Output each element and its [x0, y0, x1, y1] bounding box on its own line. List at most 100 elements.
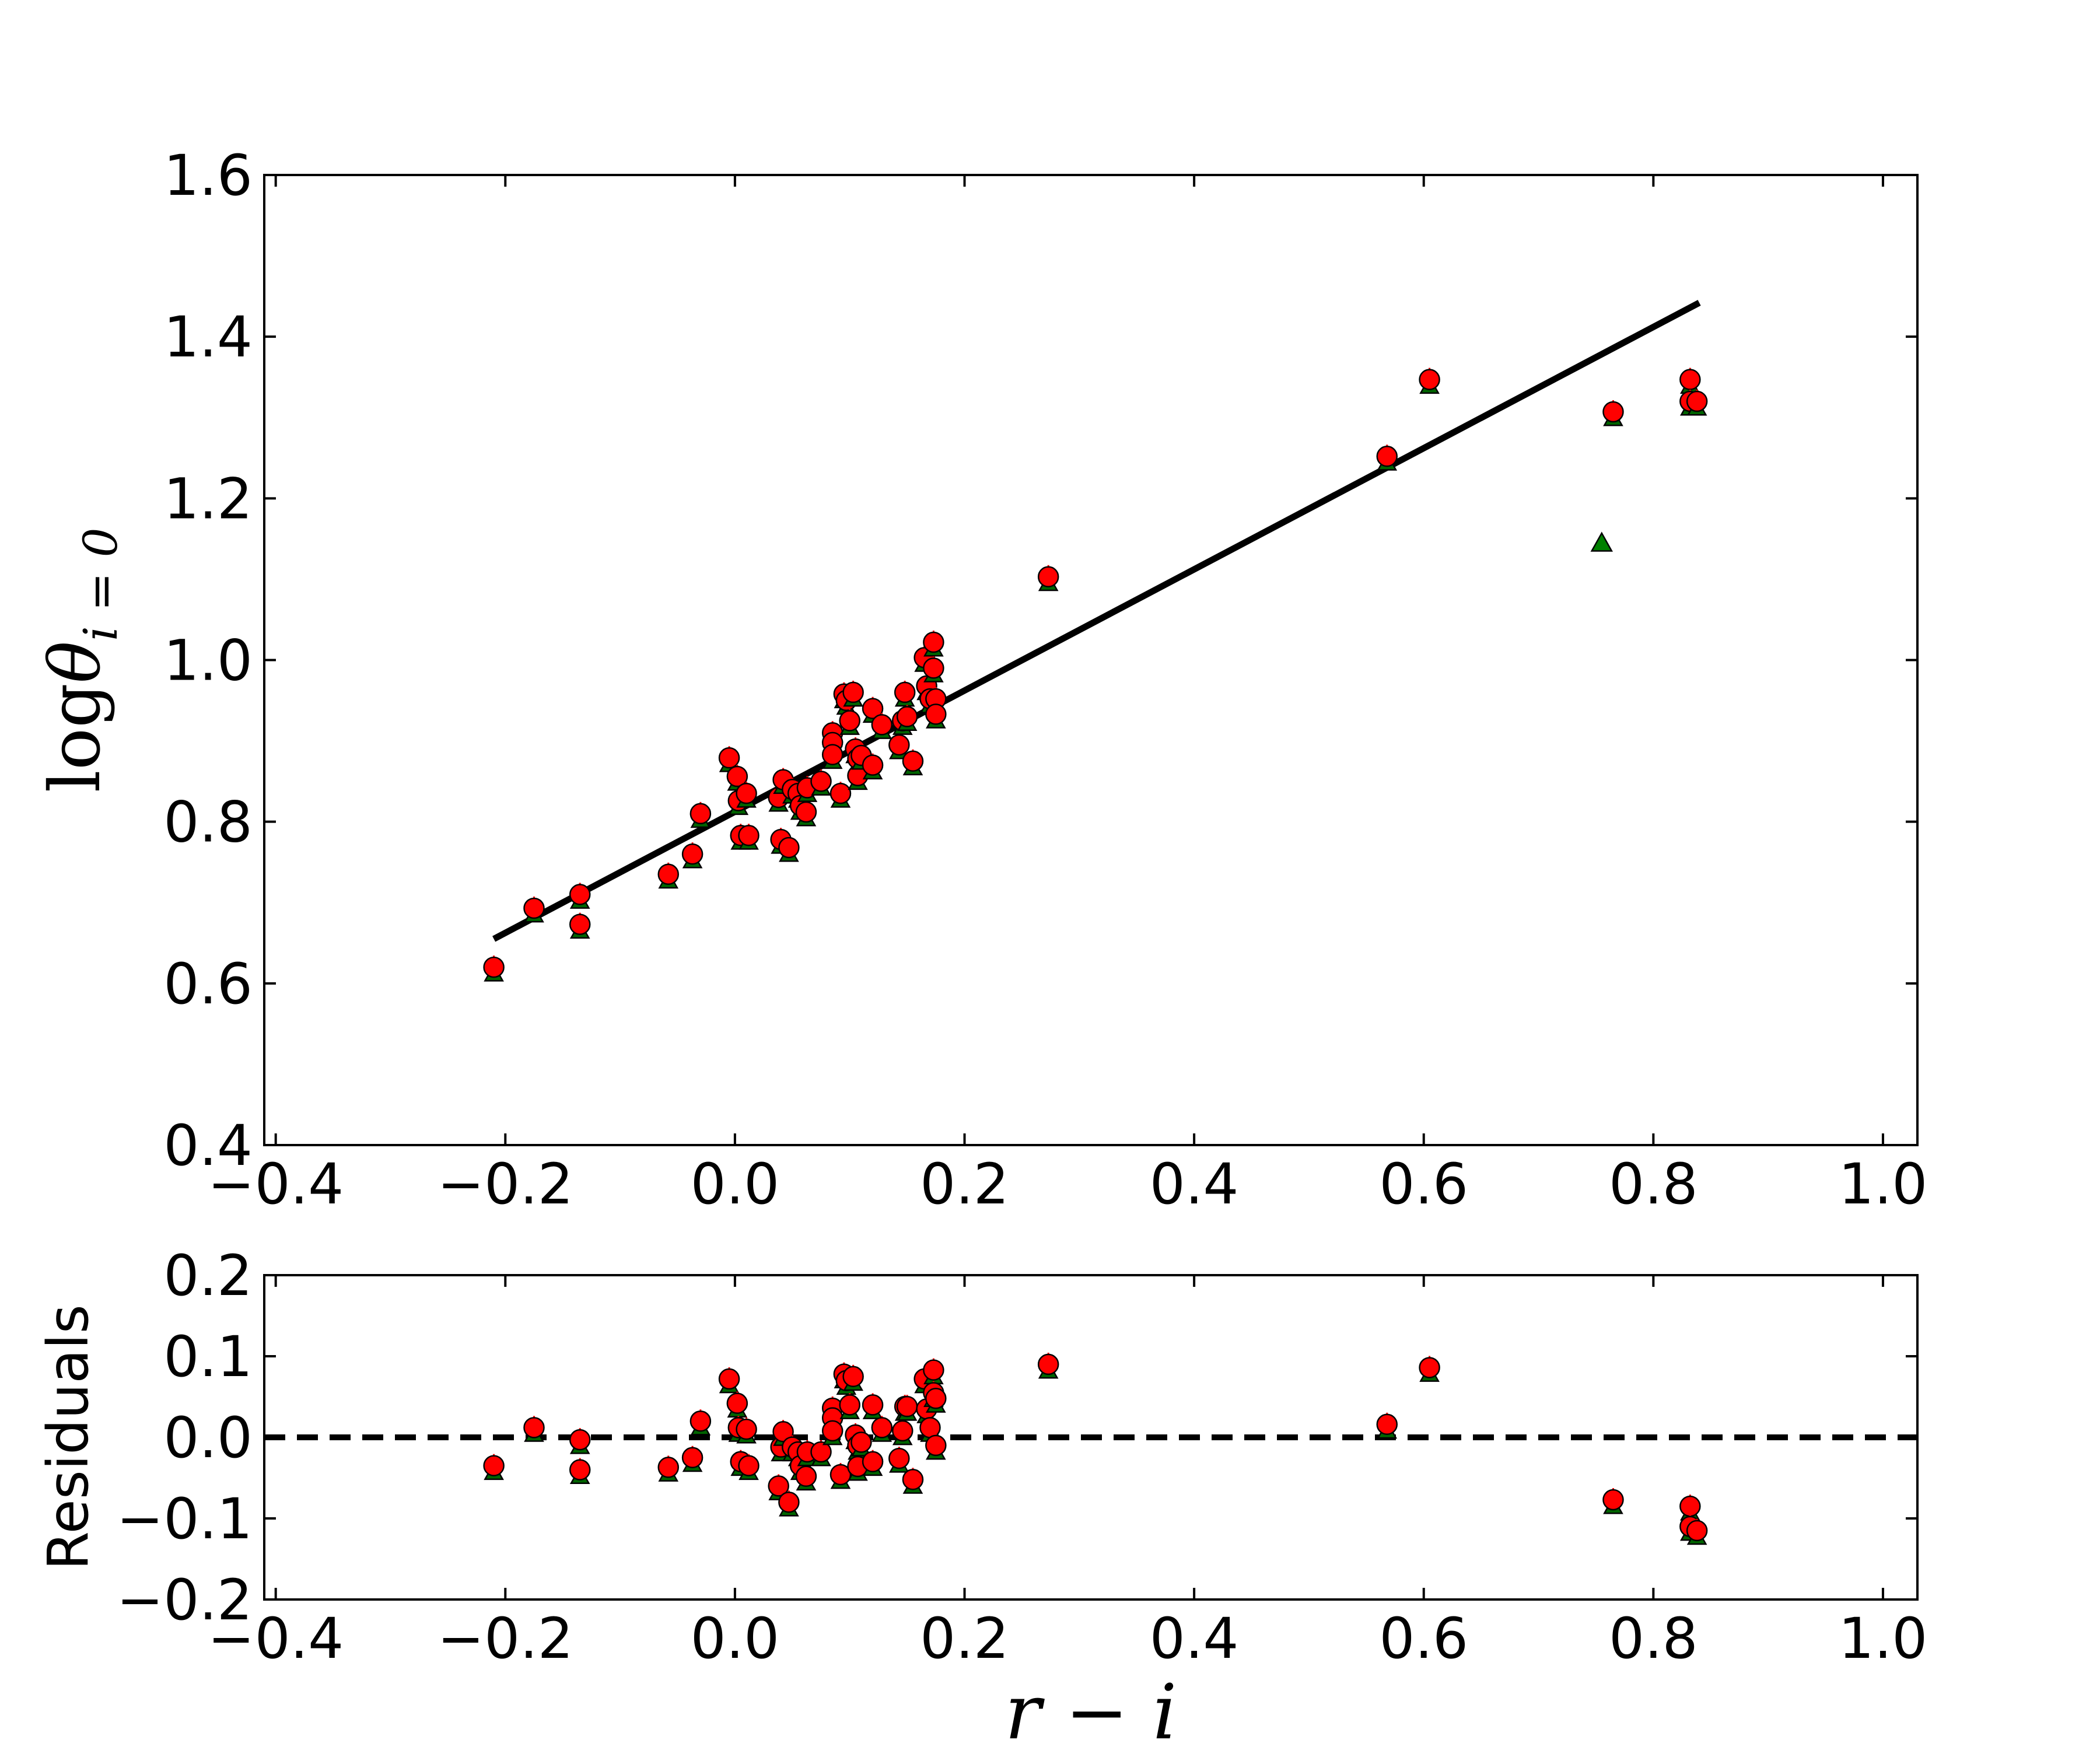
residuals-y-axis-label: Residuals: [36, 1304, 101, 1570]
main-point: [1679, 369, 1701, 390]
main-point: [839, 710, 860, 732]
residual-point: [923, 1359, 944, 1381]
residual-point: [871, 1417, 893, 1438]
residual-point: [830, 1464, 852, 1486]
main-point: [1686, 390, 1708, 412]
residual-point: [523, 1417, 545, 1438]
main-point: [738, 824, 760, 846]
main-y-tick-label: 0.4: [163, 1113, 253, 1178]
main-point: [830, 782, 852, 804]
main-point: [923, 657, 944, 679]
fit-line-layer: [492, 300, 1701, 942]
main-x-tick-label: 0.8: [1609, 1152, 1698, 1217]
residual-point: [569, 1459, 591, 1480]
residuals-x-tick-label: 0.0: [691, 1606, 780, 1671]
main-point: [871, 714, 893, 736]
residuals-y-tick-label: 0.2: [163, 1243, 253, 1308]
main-point: [657, 863, 680, 885]
residuals-y-axis: 0.2 0.1 0.0 −0.1 −0.2: [117, 1243, 1917, 1633]
residual-point: [925, 1434, 947, 1457]
residual-point: [778, 1491, 800, 1513]
residual-point: [483, 1455, 505, 1476]
main-point: [690, 803, 712, 825]
residuals-x-tick-label: −0.4: [208, 1606, 344, 1671]
main-x-tick-label: −0.2: [438, 1152, 573, 1217]
main-point: [821, 744, 844, 765]
main-point: [795, 801, 817, 823]
residual-point: [888, 1447, 910, 1469]
main-point: [483, 956, 505, 978]
residual-point: [839, 1394, 860, 1416]
residual-point: [810, 1441, 832, 1463]
residual-point: [772, 1421, 794, 1443]
main-point: [888, 734, 910, 756]
main-point: [1419, 369, 1440, 390]
main-point: [523, 897, 545, 919]
y-label-theta: θ: [35, 641, 116, 683]
residuals-y-tick-label: −0.2: [117, 1567, 253, 1633]
main-y-tick-label: 0.8: [163, 790, 253, 855]
residual-point: [795, 1465, 817, 1487]
residuals-y-tick-label: 0.0: [163, 1405, 253, 1471]
main-point: [902, 750, 924, 772]
residuals-y-tick-label: 0.1: [163, 1324, 253, 1390]
main-point: [862, 698, 884, 719]
residuals-y-tick-label: −0.1: [117, 1486, 253, 1552]
main-point: [1376, 446, 1398, 467]
y-label-log: log: [35, 683, 116, 792]
main-plot-panel: −0.4 −0.2 0.0 0.2 0.4 0.6 0.8 1.0 0.4 0.6 0.8 1.0 1…: [35, 143, 1927, 1217]
main-point: [726, 765, 748, 788]
main-point: [569, 884, 591, 905]
residual-point: [1686, 1520, 1708, 1542]
residual-point: [1602, 1489, 1624, 1511]
main-x-tick-label: 0.6: [1379, 1152, 1468, 1217]
residual-point: [736, 1418, 757, 1440]
residual-point: [1419, 1357, 1440, 1378]
residual-point: [1376, 1413, 1398, 1436]
x-axis-label: r − i: [1005, 1668, 1177, 1750]
residuals-plot-panel: −0.4 −0.2 0.0 0.2 0.4 0.6 0.8 1.0 0.20.10.0−0.1…: [36, 1243, 1927, 1671]
residual-point: [681, 1447, 704, 1468]
main-point: [896, 706, 918, 727]
residual-point: [726, 1392, 748, 1414]
main-point: [736, 782, 757, 804]
main-y-tick-label: 1.6: [163, 143, 253, 208]
residual-point: [919, 1417, 941, 1438]
main-y-tick-label: 1.4: [163, 304, 253, 370]
main-point: [1037, 566, 1059, 588]
residual-point: [862, 1451, 884, 1472]
main-outlier-triangle: [1590, 531, 1614, 552]
main-point: [862, 754, 884, 776]
main-y-tick-label: 1.2: [163, 466, 253, 531]
residual-point: [690, 1410, 712, 1432]
residuals-x-axis: −0.4 −0.2 0.0 0.2 0.4 0.6 0.8 1.0: [208, 1275, 1927, 1671]
main-x-tick-label: 1.0: [1839, 1152, 1928, 1217]
main-x-axis: −0.4 −0.2 0.0 0.2 0.4 0.6 0.8 1.0: [208, 175, 1927, 1217]
residual-point: [896, 1395, 918, 1418]
residual-point: [821, 1420, 844, 1442]
residual-point: [768, 1475, 789, 1497]
residuals-x-tick-label: 0.2: [920, 1606, 1009, 1671]
residual-point: [902, 1469, 924, 1490]
residuals-x-tick-label: −0.2: [438, 1606, 573, 1671]
fit-line: [492, 300, 1701, 942]
main-point: [778, 836, 800, 859]
y-label-subscript: i = 0: [74, 527, 128, 640]
residuals-x-tick-label: 0.6: [1379, 1606, 1468, 1671]
residual-point: [891, 1420, 914, 1442]
main-y-axis-label: logθi = 0: [35, 527, 128, 792]
residual-point: [1679, 1495, 1701, 1517]
residuals-x-tick-label: 1.0: [1839, 1606, 1928, 1671]
main-point: [894, 681, 916, 704]
residual-point: [925, 1388, 947, 1409]
main-point: [842, 681, 864, 704]
main-y-axis: 0.4 0.6 0.8 1.0 1.2 1.4 1.6: [163, 143, 1917, 1178]
residual-point: [718, 1368, 740, 1390]
residual-points-layer: [483, 1352, 1708, 1545]
residuals-x-tick-label: 0.4: [1150, 1606, 1239, 1671]
main-point: [681, 843, 704, 865]
main-y-tick-label: 0.6: [163, 951, 253, 1017]
residual-point: [657, 1457, 680, 1478]
residuals-x-tick-label: 0.8: [1609, 1606, 1698, 1671]
